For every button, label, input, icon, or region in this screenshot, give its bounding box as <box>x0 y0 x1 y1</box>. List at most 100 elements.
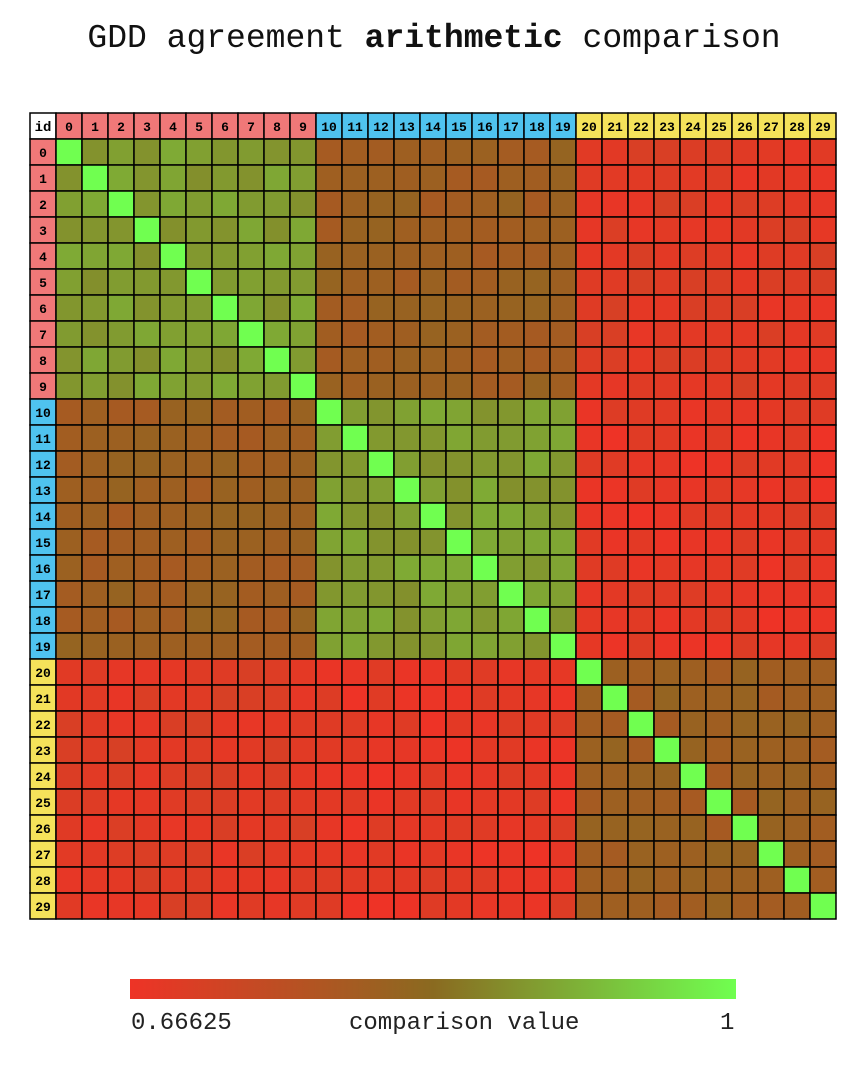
heatmap-cell <box>653 138 681 166</box>
heatmap-cell <box>263 294 291 322</box>
heatmap-cell <box>315 814 343 842</box>
heatmap-cell <box>549 216 577 244</box>
heatmap-cell <box>653 268 681 296</box>
heatmap-cell <box>315 580 343 608</box>
heatmap-cell <box>419 892 447 920</box>
heatmap-cell <box>471 320 499 348</box>
heatmap-cell <box>783 788 811 816</box>
heatmap-cell <box>705 580 733 608</box>
heatmap-cell <box>783 294 811 322</box>
heatmap-cell <box>133 398 161 426</box>
heatmap-cell <box>679 372 707 400</box>
heatmap-cell <box>211 450 239 478</box>
heatmap-cell <box>211 736 239 764</box>
heatmap-cell <box>653 398 681 426</box>
heatmap-cell <box>81 320 109 348</box>
heatmap-cell <box>55 892 83 920</box>
heatmap-cell <box>211 710 239 738</box>
heatmap-cell <box>81 398 109 426</box>
heatmap-cell <box>783 164 811 192</box>
heatmap-cell <box>367 138 395 166</box>
row-header-label: 14 <box>35 510 51 525</box>
heatmap-cell <box>523 424 551 452</box>
heatmap-cell <box>731 190 759 218</box>
heatmap-cell <box>653 190 681 218</box>
heatmap-cell <box>731 814 759 842</box>
heatmap-cell <box>133 424 161 452</box>
heatmap-cell <box>653 788 681 816</box>
heatmap-cell <box>107 632 135 660</box>
heatmap-cell <box>575 294 603 322</box>
heatmap-cell <box>341 138 369 166</box>
heatmap-cell <box>653 242 681 270</box>
heatmap-cell <box>757 164 785 192</box>
heatmap-cell <box>211 606 239 634</box>
heatmap-cell <box>185 190 213 218</box>
heatmap-cell <box>705 216 733 244</box>
heatmap-cell <box>783 190 811 218</box>
heatmap-cell <box>367 684 395 712</box>
heatmap-cell <box>159 294 187 322</box>
heatmap-cell <box>185 866 213 894</box>
heatmap-cell <box>783 216 811 244</box>
row-header-label: 26 <box>35 822 51 837</box>
heatmap-cell <box>159 866 187 894</box>
colorbar-gradient <box>130 979 736 999</box>
heatmap-cell <box>263 320 291 348</box>
heatmap-cell <box>419 580 447 608</box>
heatmap-cell <box>679 138 707 166</box>
heatmap-cell <box>159 580 187 608</box>
heatmap-cell <box>653 606 681 634</box>
heatmap-cell <box>185 736 213 764</box>
heatmap-cell <box>783 424 811 452</box>
heatmap-cell <box>107 372 135 400</box>
heatmap-cell <box>289 164 317 192</box>
heatmap-cell <box>523 346 551 374</box>
heatmap-cell <box>809 190 837 218</box>
row-header-label: 8 <box>39 354 47 369</box>
heatmap-cell <box>367 346 395 374</box>
heatmap-cell <box>705 840 733 868</box>
heatmap-cell <box>289 320 317 348</box>
heatmap-cell <box>471 606 499 634</box>
heatmap-cell <box>289 840 317 868</box>
heatmap-cell <box>237 424 265 452</box>
heatmap-cell <box>367 190 395 218</box>
heatmap-cell <box>263 502 291 530</box>
heatmap-cell <box>55 164 83 192</box>
heatmap-cell <box>159 242 187 270</box>
heatmap-cell <box>341 632 369 660</box>
row-header-label: 4 <box>39 250 47 265</box>
heatmap-cell <box>497 762 525 790</box>
heatmap-cell <box>523 528 551 556</box>
heatmap-cell <box>341 866 369 894</box>
heatmap-cell <box>81 606 109 634</box>
heatmap-cell <box>341 502 369 530</box>
heatmap-cell <box>809 632 837 660</box>
heatmap-cell <box>601 190 629 218</box>
heatmap-cell <box>393 450 421 478</box>
heatmap-cell <box>289 632 317 660</box>
heatmap-cell <box>731 684 759 712</box>
heatmap-cell <box>783 580 811 608</box>
heatmap-cell <box>549 814 577 842</box>
row-header-label: 20 <box>35 666 51 681</box>
heatmap-cell <box>627 684 655 712</box>
heatmap-cell <box>263 450 291 478</box>
heatmap-cell <box>315 892 343 920</box>
heatmap-cell <box>185 346 213 374</box>
column-header-label: 18 <box>529 120 545 135</box>
heatmap-cell <box>705 710 733 738</box>
heatmap-cell <box>757 580 785 608</box>
heatmap-cell <box>445 866 473 894</box>
heatmap-cell <box>757 242 785 270</box>
heatmap-cell <box>497 268 525 296</box>
heatmap-cell <box>159 164 187 192</box>
heatmap-cell <box>679 190 707 218</box>
heatmap-cell <box>653 528 681 556</box>
column-header-label: 27 <box>763 120 779 135</box>
heatmap-cell <box>393 554 421 582</box>
heatmap-cell <box>237 710 265 738</box>
heatmap-cell <box>653 814 681 842</box>
heatmap-cell <box>341 528 369 556</box>
